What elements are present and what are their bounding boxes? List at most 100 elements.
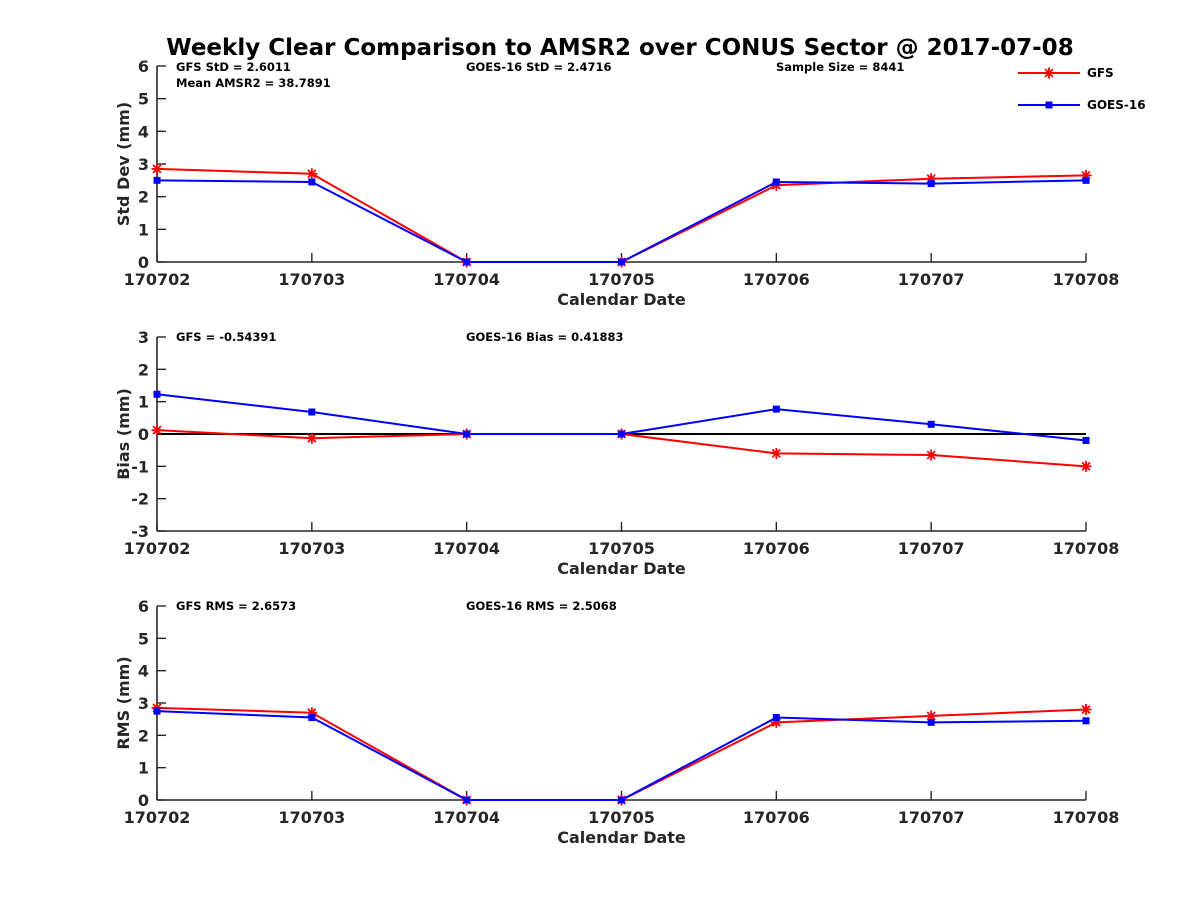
series-goes-16 [153,390,1090,444]
x-tick-label: 170707 [898,539,965,558]
data-point [1080,460,1092,472]
data-point [308,408,316,416]
y-tick-label: 0 [138,425,149,444]
data-point [772,178,780,186]
data-point [1082,717,1090,725]
x-axis-label: Calendar Date [557,559,686,578]
y-tick-label: 5 [138,90,149,109]
data-point [308,714,316,722]
data-point [770,447,782,459]
y-tick-label: 2 [138,188,149,207]
data-point-stroke [926,450,936,460]
x-tick-label: 170703 [278,270,345,289]
panel-2: -3 -2 -1 0 1 2 3 170702 170703 170704 170705 170706… [114,328,1119,578]
y-tick-label: -2 [131,490,149,509]
x-tick-label: 170706 [743,808,810,827]
x-tick-label: 170707 [898,808,965,827]
panel-annotation: GFS StD = 2.6011 [176,60,291,74]
data-point-stroke [1081,461,1091,471]
data-point-stroke [926,711,936,721]
x-tick-label: 170708 [1053,808,1120,827]
y-tick-label: 2 [138,726,149,745]
panel-annotation: GFS RMS = 2.6573 [176,599,296,613]
y-axis-label: Std Dev (mm) [114,102,133,226]
x-axis-label: Calendar Date [557,828,686,847]
y-tick-label: 3 [138,328,149,347]
legend-entry-goes-16: GOES-16 [1018,98,1146,112]
panel-annotation: GOES-16 RMS = 2.5068 [466,599,617,613]
data-point [153,707,161,715]
legend-label: GOES-16 [1087,98,1146,112]
legend-marker [1043,67,1055,79]
data-point [153,176,161,184]
data-point [151,424,163,436]
panel-1: 0 1 2 3 4 5 6 170702 170703 170704 170705 170706 170… [114,57,1119,309]
x-tick-label: 170703 [278,808,345,827]
chart-panels: 0 1 2 3 4 5 6 170702 170703 170704 170705 170706 170… [114,57,1119,847]
x-tick-label: 170705 [588,539,655,558]
x-axis-label: Calendar Date [557,290,686,309]
data-point [618,258,625,266]
data-point [463,796,471,804]
data-point [1080,703,1092,715]
x-tick-label: 170704 [433,539,500,558]
data-point-stroke [307,169,317,179]
legend-entry-gfs: GFS [1018,66,1114,80]
y-tick-label: 6 [138,57,149,76]
data-point [925,449,937,461]
data-point [306,168,318,180]
y-tick-label: 6 [138,597,149,616]
x-tick-label: 170704 [433,270,500,289]
data-point-stroke [307,433,317,443]
x-tick-label: 170704 [433,808,500,827]
y-tick-label: 0 [138,791,149,810]
data-point [927,180,935,188]
panel-annotation: Mean AMSR2 = 38.7891 [176,76,331,90]
panel-annotation: GOES-16 Bias = 0.41883 [466,330,623,344]
x-tick-label: 170708 [1053,539,1120,558]
legend-marker-stroke [1044,68,1054,78]
y-axis-label: Bias (mm) [114,388,133,480]
panel-annotation: Sample Size = 8441 [776,60,904,74]
legend: GFS GOES-16 [1018,66,1146,112]
y-tick-label: -1 [131,457,149,476]
x-tick-label: 170706 [743,270,810,289]
legend-label: GFS [1087,66,1114,80]
data-point [618,430,625,438]
panel-3: 0 1 2 3 4 5 6 170702 170703 170704 170705 170706 170… [114,597,1119,847]
data-point [308,178,316,186]
data-point [927,718,935,726]
data-point [463,430,471,438]
data-point [463,258,471,266]
legend-marker [1045,101,1053,109]
data-point [306,432,318,444]
data-point-stroke [1081,704,1091,714]
y-tick-label: 4 [138,122,149,141]
panel-annotation: GFS = -0.54391 [176,330,276,344]
y-tick-label: 0 [138,253,149,272]
data-point [927,420,935,428]
y-tick-label: -3 [131,522,149,541]
data-point-stroke [152,164,162,174]
y-tick-label: 5 [138,629,149,648]
x-tick-label: 170706 [743,539,810,558]
x-tick-label: 170705 [588,270,655,289]
panel-annotation: GOES-16 StD = 2.4716 [466,60,611,74]
x-tick-label: 170702 [124,539,191,558]
y-tick-label: 2 [138,360,149,379]
x-tick-label: 170702 [124,808,191,827]
y-tick-label: 1 [138,393,149,412]
data-point-stroke [152,425,162,435]
data-point [772,714,780,722]
x-tick-label: 170705 [588,808,655,827]
x-tick-label: 170708 [1053,270,1120,289]
data-point [772,405,780,413]
data-point [618,796,625,804]
series-goes-16 [153,176,1090,266]
y-tick-label: 1 [138,759,149,778]
y-tick-label: 3 [138,694,149,713]
y-axis-label: RMS (mm) [114,656,133,749]
data-point [151,163,163,175]
y-tick-label: 3 [138,155,149,174]
